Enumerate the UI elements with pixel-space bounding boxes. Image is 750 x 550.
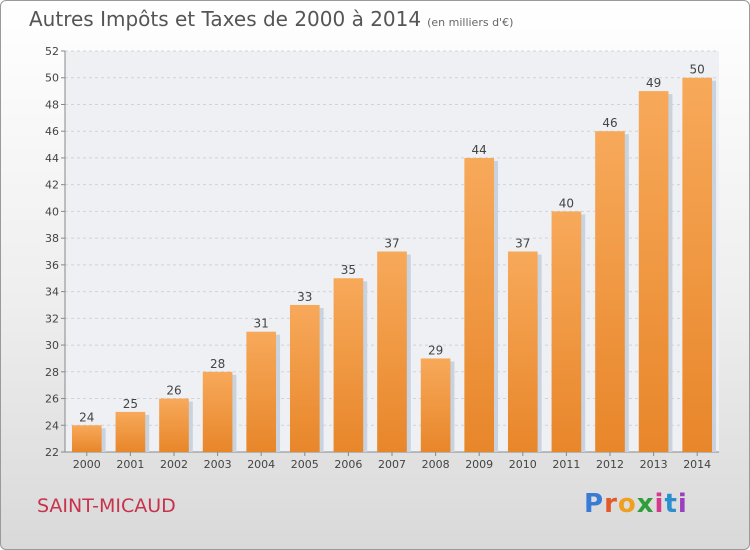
x-tick-label: 2000 (73, 458, 101, 471)
bar (420, 358, 451, 452)
x-tick-label: 2011 (552, 458, 580, 471)
y-tick-label: 36 (45, 259, 59, 272)
bar-value-label: 35 (341, 263, 356, 277)
y-tick-label: 40 (45, 205, 59, 218)
x-tick-label: 2010 (509, 458, 537, 471)
bar-value-label: 28 (210, 357, 225, 371)
bar-value-label: 26 (166, 384, 181, 398)
bar-value-label: 33 (297, 290, 312, 304)
y-tick-label: 46 (45, 125, 59, 138)
bar-value-label: 37 (515, 237, 530, 251)
y-tick-label: 42 (45, 179, 59, 192)
x-tick-label: 2012 (596, 458, 624, 471)
y-tick-label: 50 (45, 72, 59, 85)
logo-letter: i (654, 489, 665, 519)
logo-letter: i (677, 489, 688, 519)
logo-letter: x (636, 489, 655, 519)
logo-letter: o (617, 489, 637, 519)
bar-value-label: 49 (646, 76, 661, 90)
logo-letter: r (604, 489, 618, 519)
y-tick-label: 52 (45, 45, 59, 58)
bar-value-label: 50 (690, 63, 705, 77)
proxiti-logo: Proxiti (584, 489, 688, 519)
bar-value-label: 25 (123, 397, 138, 411)
bar (464, 157, 495, 452)
y-tick-label: 34 (45, 286, 59, 299)
bar (595, 131, 625, 452)
bar (551, 211, 582, 452)
x-tick-label: 2003 (204, 458, 232, 471)
y-tick-label: 28 (45, 366, 59, 379)
bars (71, 77, 717, 452)
bar (202, 371, 233, 452)
bar-value-label: 24 (79, 410, 94, 424)
bar-value-label: 29 (428, 343, 443, 357)
axes: 22 24 26 28 30 32 34 36 38 40 42 44 46 48 50 52 2000 2001… (45, 45, 719, 471)
x-tick-label: 2014 (683, 458, 711, 471)
x-tick-label: 2013 (640, 458, 668, 471)
x-tick-label: 2007 (378, 458, 406, 471)
bar (289, 304, 320, 452)
x-tick-label: 2004 (247, 458, 275, 471)
bar (71, 425, 102, 452)
x-tick-label: 2002 (160, 458, 188, 471)
bar (682, 77, 713, 452)
place-name: SAINT-MICAUD (37, 495, 176, 517)
logo-letter: P (584, 489, 605, 519)
bar (246, 331, 277, 452)
data-labels: 24 25 26 28 31 33 35 37 29 44 37 40 46 49 50 (79, 63, 705, 425)
bar-value-label: 44 (472, 143, 487, 157)
bar (507, 251, 538, 452)
y-tick-label: 24 (45, 419, 59, 432)
x-tick-label: 2006 (334, 458, 362, 471)
bar-value-label: 31 (254, 317, 269, 331)
bar-value-label: 37 (384, 237, 399, 251)
x-tick-label: 2001 (116, 458, 144, 471)
bar-value-label: 46 (602, 116, 617, 130)
chart-title-text: Autres Impôts et Taxes de 2000 à 2014 (29, 7, 422, 31)
y-tick-label: 32 (45, 312, 59, 325)
y-tick-label: 22 (45, 446, 59, 459)
logo-letter: t (664, 489, 678, 519)
bar (159, 398, 189, 452)
y-tick-label: 44 (45, 152, 59, 165)
y-tick-label: 48 (45, 98, 59, 111)
bar (638, 91, 669, 452)
y-tick-label: 38 (45, 232, 59, 245)
y-tick-label: 26 (45, 393, 59, 406)
x-tick-label: 2005 (291, 458, 319, 471)
bar (333, 278, 364, 452)
bar (115, 411, 146, 452)
x-tick-label: 2008 (422, 458, 450, 471)
bar (377, 251, 407, 452)
chart-subtitle: (en milliers d'€) (427, 16, 514, 29)
bar-value-label: 40 (559, 196, 574, 210)
x-tick-label: 2009 (465, 458, 493, 471)
chart-title: Autres Impôts et Taxes de 2000 à 2014 (en… (29, 7, 513, 31)
y-tick-label: 30 (45, 339, 59, 352)
